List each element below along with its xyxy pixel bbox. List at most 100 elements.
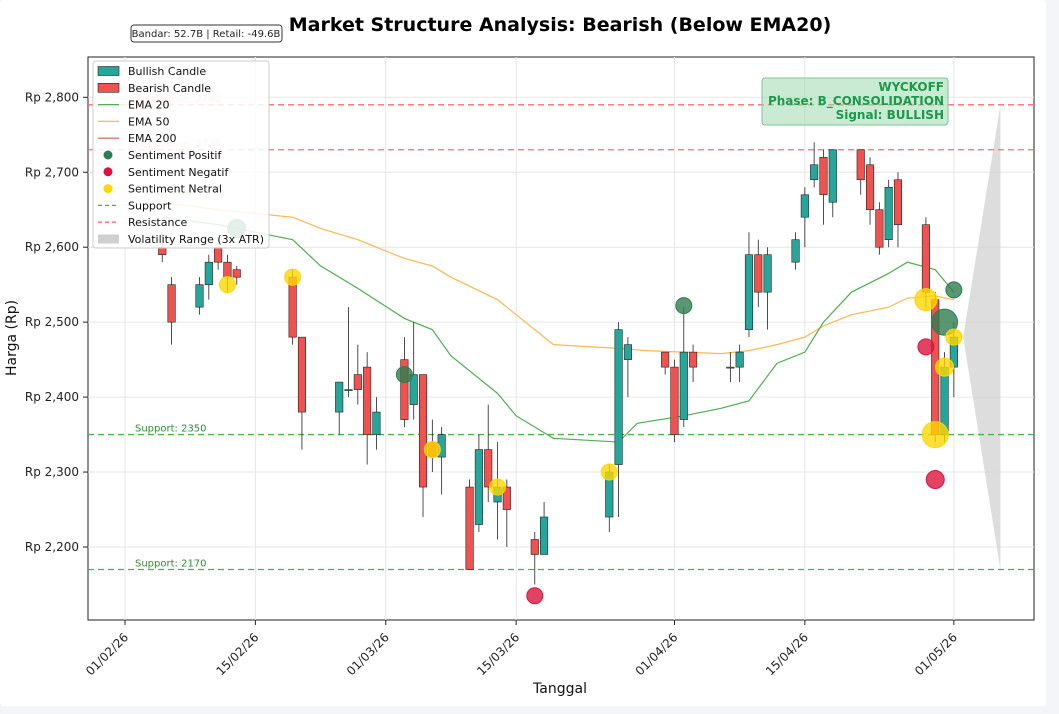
- wyckoff-phase: Phase: B_CONSOLIDATION: [768, 94, 944, 109]
- bullish-candle: [884, 186, 893, 241]
- bearish-candle: [502, 486, 511, 510]
- bearish-candle: [418, 374, 428, 488]
- sentiment-positive-marker: [931, 308, 959, 336]
- bearish-candle: [232, 269, 241, 278]
- bearish-candle: [465, 486, 474, 570]
- bandar-text: Bandar: 52.7B | Retail: -49.6B: [132, 29, 281, 40]
- legend-entry-label: EMA 50: [128, 115, 169, 128]
- chart-card: Market Structure Analysis: Bearish (Belo…: [0, 0, 1046, 706]
- legend-entry-label: Volatility Range (3x ATR): [128, 233, 264, 246]
- legend: Bullish Candle Bearish Candle EMA 20 EMA 50…: [92, 60, 270, 249]
- legend-entry-label: Support: [128, 199, 172, 212]
- y-tick-label: Rp 2,200: [25, 540, 79, 554]
- legend-entry-label: Bearish Candle: [128, 82, 211, 95]
- bullish-candle: [195, 284, 204, 308]
- ema20-line: [162, 216, 955, 443]
- sentiment-negative-marker: [917, 338, 935, 356]
- bearish-candle: [400, 359, 409, 420]
- y-tick-label: Rp 2,600: [25, 240, 79, 254]
- x-tick-label: 01/03/26: [344, 630, 392, 678]
- y-tick-label: Rp 2,400: [25, 390, 79, 404]
- bearish-candle: [167, 284, 176, 323]
- bullish-candle: [810, 164, 819, 181]
- legend-swatch: [97, 83, 120, 93]
- bullish-candle: [344, 389, 353, 391]
- support-label: Support: 2350: [135, 424, 207, 435]
- bearish-candle: [670, 366, 679, 435]
- sentiment-neutral-marker: [423, 441, 441, 459]
- bullish-candle: [540, 516, 549, 555]
- bullish-candle: [679, 351, 688, 420]
- y-axis-label: Harga (Rp): [4, 300, 20, 376]
- sentiment-neutral-marker: [945, 328, 963, 346]
- bullish-candle: [791, 239, 800, 263]
- bullish-candle: [372, 411, 381, 435]
- bullish-candle: [763, 254, 772, 293]
- sentiment-positive-marker: [395, 366, 413, 384]
- bearish-candle: [223, 261, 232, 278]
- sentiment-neutral-marker: [914, 288, 938, 312]
- bearish-candle: [363, 366, 372, 435]
- legend-entry-label: Sentiment Negatif: [128, 166, 229, 179]
- legend-swatch: [103, 150, 113, 160]
- bearish-candle: [484, 449, 493, 488]
- bearish-candle: [661, 351, 670, 368]
- bearish-candle: [865, 164, 875, 211]
- y-tick-label: Rp 2,300: [25, 465, 79, 479]
- sentiment-neutral-marker: [935, 357, 955, 377]
- bandar-box: Bandar: 52.7B | Retail: -49.6B: [130, 24, 283, 43]
- sentiment-negative-marker: [526, 587, 544, 605]
- wyckoff-title: WYCKOFF: [878, 80, 944, 94]
- x-tick-label: 15/02/26: [213, 630, 261, 678]
- sentiment-negative-marker: [925, 470, 945, 490]
- legend-entry-label: Sentiment Netral: [128, 183, 222, 196]
- bearish-candle: [530, 539, 539, 555]
- bearish-candle: [689, 351, 698, 368]
- bearish-candle: [754, 254, 763, 293]
- support-label: Support: 2170: [135, 558, 207, 569]
- legend-swatch: [103, 167, 113, 177]
- y-tick-label: Rp 2,500: [25, 315, 79, 329]
- bullish-candle: [735, 351, 744, 368]
- bullish-candle: [335, 381, 344, 413]
- bullish-candle: [204, 261, 213, 285]
- y-tick-label: Rp 2,700: [25, 165, 79, 179]
- legend-entry-label: Bullish Candle: [128, 65, 206, 78]
- legend-box: [92, 60, 270, 249]
- volatility-band: [963, 104, 1001, 570]
- sentiment-neutral-marker: [284, 268, 302, 286]
- ema50-line: [162, 201, 954, 355]
- x-tick-label: 01/02/26: [83, 630, 131, 678]
- bearish-candle: [214, 246, 223, 263]
- bearish-candle: [819, 156, 828, 196]
- x-axis-label: Tanggal: [532, 681, 587, 697]
- y-tick-label: Rp 2,800: [25, 90, 79, 104]
- candlestick-chart: Market Structure Analysis: Bearish (Belo…: [4, 14, 1035, 697]
- bullish-candle: [409, 374, 418, 405]
- bullish-candle: [474, 449, 483, 525]
- bullish-candle: [623, 344, 632, 360]
- bullish-candle: [744, 254, 754, 330]
- bearish-candle: [297, 336, 306, 413]
- legend-swatch: [103, 184, 113, 194]
- sentiment-neutral-marker: [921, 421, 949, 449]
- wyckoff-signal: Signal: BULLISH: [836, 108, 944, 122]
- bullish-candle: [828, 149, 837, 203]
- bearish-candle: [875, 209, 884, 248]
- bearish-candle: [856, 149, 865, 181]
- sentiment-positive-marker: [945, 281, 963, 299]
- x-tick-label: 01/05/26: [912, 630, 960, 678]
- bullish-candle: [726, 366, 735, 369]
- legend-entry-label: Sentiment Positif: [128, 149, 222, 162]
- bearish-candle: [353, 374, 362, 390]
- sentiment-neutral-marker: [489, 478, 507, 496]
- bearish-candle: [288, 276, 297, 338]
- chart-title: Market Structure Analysis: Bearish (Belo…: [289, 14, 832, 36]
- x-tick-label: 15/03/26: [474, 630, 522, 678]
- legend-entry-label: EMA 20: [128, 99, 169, 112]
- sentiment-positive-marker: [675, 297, 693, 315]
- legend-entry-label: Resistance: [128, 216, 188, 229]
- sentiment-neutral-marker: [600, 463, 618, 481]
- bearish-candle: [921, 224, 930, 293]
- bullish-candle: [614, 329, 623, 465]
